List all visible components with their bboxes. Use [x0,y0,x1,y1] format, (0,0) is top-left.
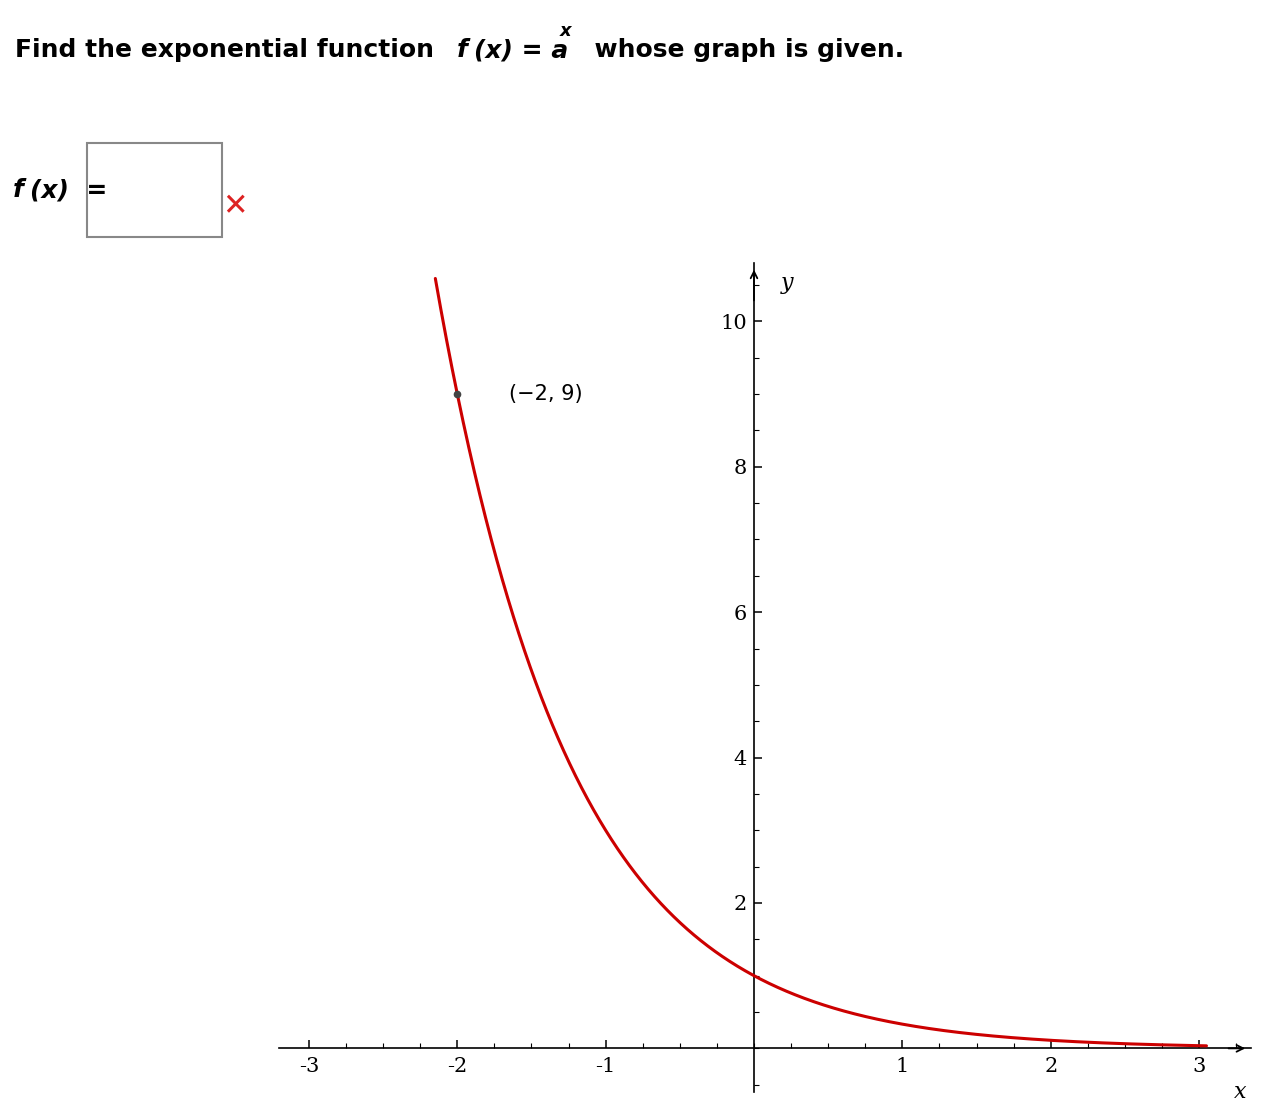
Text: ✕: ✕ [223,192,247,221]
Text: (x)  =: (x) = [31,178,108,203]
Text: f: f [13,178,23,203]
Text: x: x [560,22,571,40]
FancyBboxPatch shape [88,143,221,237]
Text: x: x [1234,1081,1247,1103]
Text: y: y [781,272,793,293]
Text: whose graph is given.: whose graph is given. [577,38,903,63]
Text: (−2, 9): (−2, 9) [510,384,583,404]
Text: f: f [457,38,467,63]
Text: (x) = a: (x) = a [474,38,568,63]
Text: Find the exponential function: Find the exponential function [15,38,452,63]
